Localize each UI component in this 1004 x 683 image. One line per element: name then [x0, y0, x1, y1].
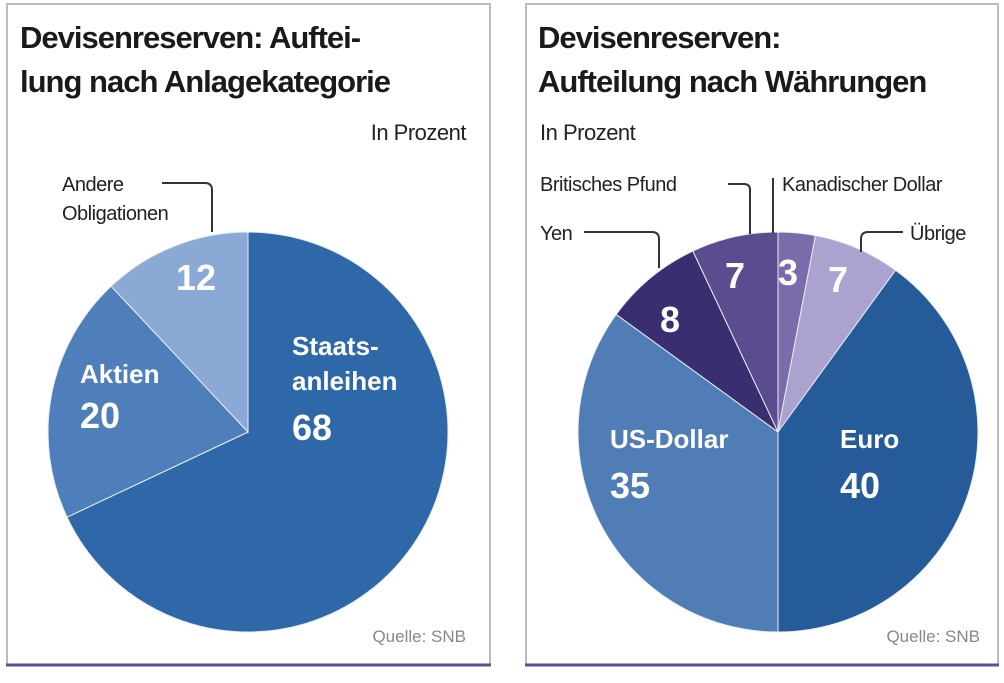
panel-anlagekategorie: Devisenreserven: Auftei- lung nach Anlag…	[6, 3, 491, 667]
label-cad: Kanadischer Dollar	[782, 174, 943, 196]
value-usd: 35	[610, 465, 650, 506]
label-andere-line-1: Andere	[62, 174, 124, 196]
chart-title-line-2: Aufteilung nach Währungen	[538, 64, 926, 99]
pie-slice-staats-anleihen	[66, 231, 449, 633]
pie-slice-us-dollar	[577, 313, 779, 633]
value-pfund: 7	[725, 255, 745, 296]
value-yen: 8	[660, 299, 680, 340]
label-pfund: Britisches Pfund	[540, 174, 677, 196]
pie-slice-andere-obligationen	[110, 231, 249, 434]
leader-line-yen	[584, 231, 660, 268]
chart-title-line-2: lung nach Anlagekategorie	[20, 64, 391, 99]
source-label: Quelle: SNB	[886, 627, 980, 646]
label-yen: Yen	[540, 223, 572, 245]
value-aktien: 20	[80, 395, 120, 436]
value-uebrige: 7	[828, 259, 848, 300]
label-aktien: Aktien	[80, 359, 159, 389]
unit-label: In Prozent	[540, 120, 636, 145]
pie-anlagekategorie	[47, 231, 449, 633]
pie-waehrungen	[577, 231, 979, 633]
chart-title-line-1: Devisenreserven: Auftei-	[20, 20, 361, 55]
label-usd: US-Dollar	[610, 424, 728, 454]
leader-line-pfund	[728, 183, 751, 234]
value-cad: 3	[778, 252, 798, 293]
pie-slice-britisches-pfund	[692, 231, 779, 433]
label-staatsanleihen-line-2: anleihen	[292, 366, 397, 396]
source-label: Quelle: SNB	[372, 627, 466, 646]
unit-label: In Prozent	[371, 120, 467, 145]
label-andere-line-2: Obligationen	[62, 203, 168, 225]
value-andere: 12	[176, 257, 216, 298]
panel-waehrungen: Devisenreserven: Aufteilung nach Währung…	[525, 3, 999, 667]
label-uebrige: Übrige	[910, 223, 966, 245]
pie-slice-euro	[777, 269, 979, 633]
label-staatsanleihen-line-1: Staats-	[292, 331, 379, 361]
chart-title-line-1: Devisenreserven:	[538, 20, 781, 55]
pie-slice-aktien	[47, 285, 249, 518]
leader-line-andere	[162, 182, 213, 232]
value-euro: 40	[840, 465, 880, 506]
value-staatsanleihen: 68	[292, 407, 332, 448]
pie-slice-yen	[615, 250, 779, 433]
label-euro: Euro	[840, 424, 899, 454]
leader-line-uebrige	[860, 231, 903, 252]
